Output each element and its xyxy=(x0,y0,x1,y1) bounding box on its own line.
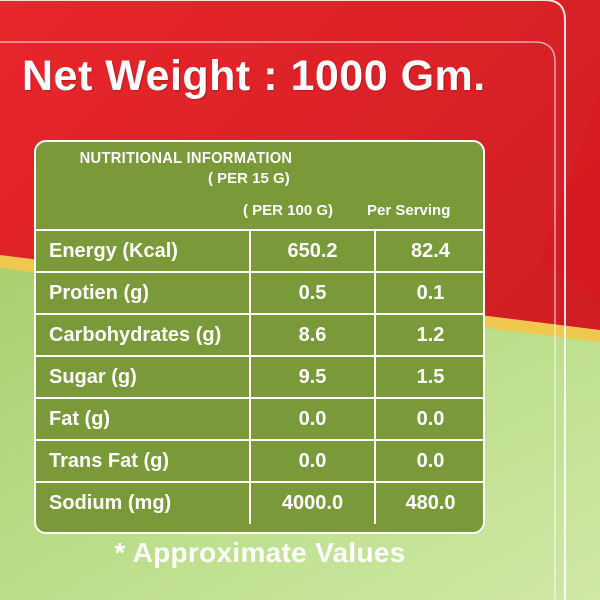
column-header-per-serving: Per Serving xyxy=(367,202,451,219)
nutrition-table: Energy (Kcal) 650.2 82.4 Protien (g) 0.5… xyxy=(36,229,483,524)
table-row: Carbohydrates (g) 8.6 1.2 xyxy=(36,313,483,357)
nutrient-name: Trans Fat (g) xyxy=(36,439,251,483)
table-row: Sodium (mg) 4000.0 480.0 xyxy=(36,481,483,524)
nutrition-title: NUTRITIONAL INFORMATION xyxy=(79,150,293,167)
nutrient-name: Carbohydrates (g) xyxy=(36,313,251,357)
table-row: Protien (g) 0.5 0.1 xyxy=(36,271,483,315)
value-per-100g: 0.0 xyxy=(249,397,376,441)
nutrient-name: Protien (g) xyxy=(36,271,251,315)
nutrient-name: Sugar (g) xyxy=(36,355,251,399)
approximate-values-note: * Approximate Values xyxy=(114,537,406,568)
table-row: Sugar (g) 9.5 1.5 xyxy=(36,355,483,399)
nutrient-name: Fat (g) xyxy=(36,397,251,441)
nutrient-name: Sodium (mg) xyxy=(36,481,251,524)
value-per-serving: 1.2 xyxy=(374,313,483,357)
value-per-100g: 9.5 xyxy=(249,355,376,399)
value-per-serving: 1.5 xyxy=(374,355,483,399)
table-row: Energy (Kcal) 650.2 82.4 xyxy=(36,229,483,273)
value-per-serving: 0.0 xyxy=(374,439,483,483)
serving-size-note: ( PER 15 G) xyxy=(208,170,290,187)
value-per-100g: 650.2 xyxy=(249,229,376,273)
value-per-serving: 0.1 xyxy=(374,271,483,315)
column-header-per-100g: ( PER 100 G) xyxy=(243,202,334,219)
nutrient-name: Energy (Kcal) xyxy=(36,229,251,273)
value-per-serving: 0.0 xyxy=(374,397,483,441)
net-weight-heading: Net Weight : 1000 Gm. xyxy=(22,52,486,100)
value-per-100g: 8.6 xyxy=(249,313,376,357)
nutrition-panel: NUTRITIONAL INFORMATION ( PER 15 G) ( PE… xyxy=(34,140,485,534)
value-per-serving: 480.0 xyxy=(374,481,483,524)
value-per-100g: 0.0 xyxy=(249,439,376,483)
value-per-100g: 4000.0 xyxy=(249,481,376,524)
table-row: Trans Fat (g) 0.0 0.0 xyxy=(36,439,483,483)
value-per-100g: 0.5 xyxy=(249,271,376,315)
table-row: Fat (g) 0.0 0.0 xyxy=(36,397,483,441)
value-per-serving: 82.4 xyxy=(374,229,483,273)
